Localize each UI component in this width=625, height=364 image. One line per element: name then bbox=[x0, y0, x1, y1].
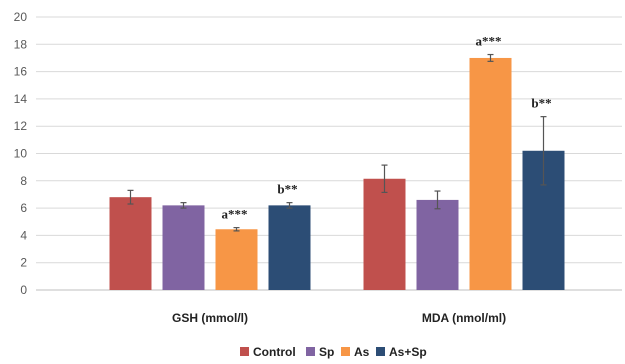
y-tick-label-10: 10 bbox=[14, 147, 28, 161]
data-labels: a*** b** a*** b** bbox=[222, 34, 552, 222]
error-bar-mda-nmol-ml-control bbox=[381, 164, 388, 194]
bar-mda-nmol-ml-sp bbox=[416, 199, 459, 290]
y-tick-label-6: 6 bbox=[20, 201, 27, 215]
x-axis-categories: GSH (mmol/l) MDA (nmol/ml) bbox=[172, 311, 506, 325]
y-tick-label-2: 2 bbox=[20, 256, 27, 270]
y-tick-label-20: 20 bbox=[14, 10, 28, 24]
y-axis-ticks: 0 2 4 6 8 10 12 14 16 18 20 bbox=[14, 10, 28, 297]
legend-swatch-control bbox=[240, 347, 249, 356]
legend-swatch-sp bbox=[306, 347, 315, 356]
data-label-gsh-mmol-l-as-sp: b** bbox=[277, 182, 297, 197]
bar-gsh-mmol-l-as-sp bbox=[268, 205, 311, 290]
category-label-gsh-mmol-l: GSH (mmol/l) bbox=[172, 311, 248, 325]
y-tick-label-16: 16 bbox=[14, 65, 28, 79]
error-bar-mda-nmol-ml-sp bbox=[434, 190, 441, 210]
bars bbox=[109, 53, 565, 291]
legend-label-as: As bbox=[354, 345, 370, 359]
legend-label-as-sp: As+Sp bbox=[389, 345, 427, 359]
legend-item-sp: Sp bbox=[306, 345, 334, 359]
legend-item-as: As bbox=[341, 345, 370, 359]
y-tick-label-18: 18 bbox=[14, 37, 28, 51]
bar-mda-nmol-ml-control bbox=[363, 178, 406, 290]
legend-item-as-sp: As+Sp bbox=[376, 345, 427, 359]
bar-mda-nmol-ml-as bbox=[469, 57, 512, 291]
data-label-mda-nmol-ml-as-sp: b** bbox=[531, 96, 551, 111]
category-label-mda-nmol-ml: MDA (nmol/ml) bbox=[422, 311, 506, 325]
error-bar-gsh-mmol-l-control bbox=[127, 189, 134, 205]
data-label-mda-nmol-ml-as: a*** bbox=[476, 34, 502, 49]
error-bar-mda-nmol-ml-as bbox=[487, 53, 494, 62]
y-tick-label-14: 14 bbox=[14, 92, 28, 106]
bar-gsh-mmol-l-control bbox=[109, 197, 152, 290]
y-tick-label-12: 12 bbox=[14, 119, 28, 133]
bar-gsh-mmol-l-sp bbox=[162, 205, 205, 290]
bar-gsh-mmol-l-as bbox=[215, 229, 258, 290]
error-bar-gsh-mmol-l-as-sp bbox=[286, 202, 293, 209]
legend-swatch-as-sp bbox=[376, 347, 385, 356]
legend-label-sp: Sp bbox=[319, 345, 334, 359]
legend: Control Sp As As+Sp bbox=[240, 345, 427, 359]
legend-swatch-as bbox=[341, 347, 350, 356]
y-tick-label-8: 8 bbox=[20, 174, 27, 188]
error-bar-gsh-mmol-l-as bbox=[233, 227, 240, 232]
y-tick-label-4: 4 bbox=[20, 228, 27, 242]
data-label-gsh-mmol-l-as: a*** bbox=[222, 207, 248, 222]
y-tick-label-0: 0 bbox=[20, 283, 27, 297]
legend-item-control: Control bbox=[240, 345, 296, 359]
legend-label-control: Control bbox=[253, 345, 296, 359]
error-bar-mda-nmol-ml-as-sp bbox=[540, 116, 547, 186]
error-bar-gsh-mmol-l-sp bbox=[180, 202, 187, 209]
